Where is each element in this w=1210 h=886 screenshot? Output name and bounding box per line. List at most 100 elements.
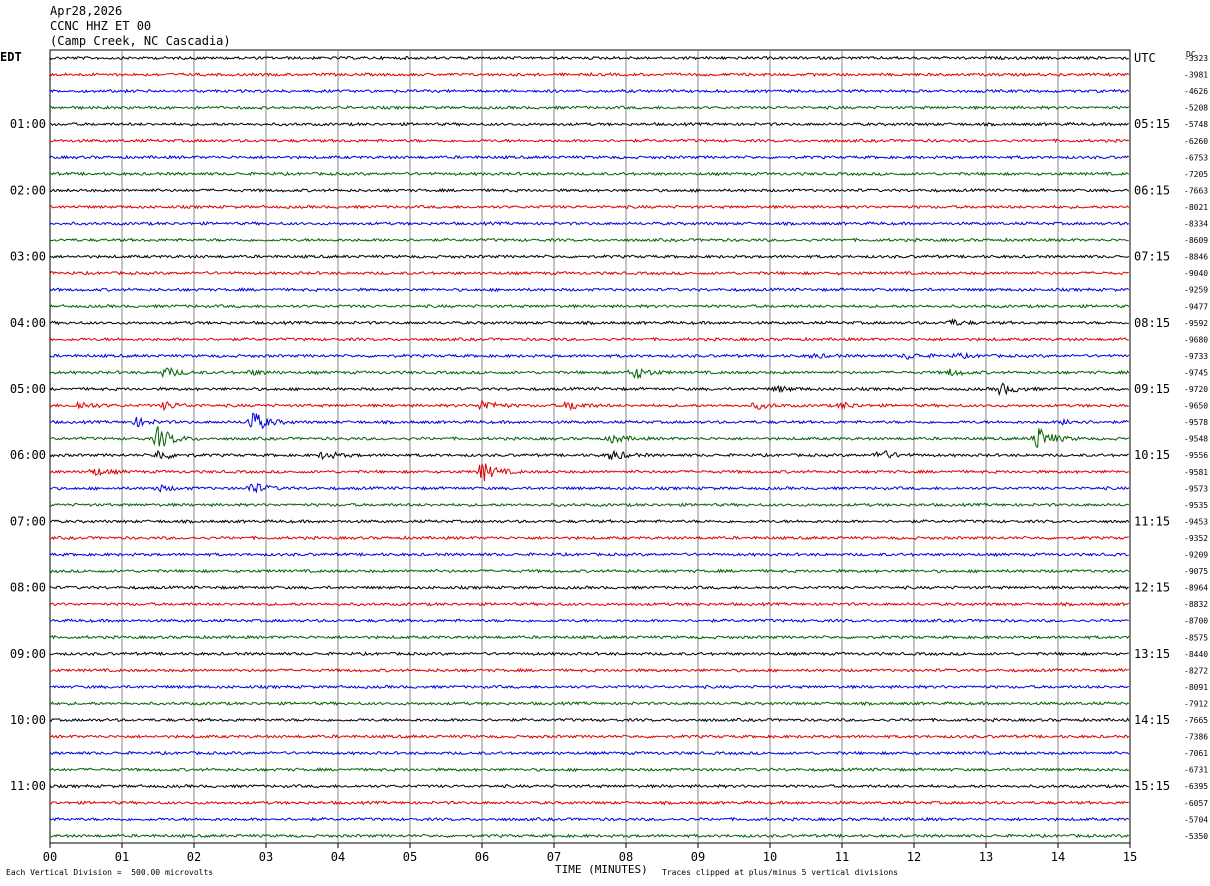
x-tick-label: 10 <box>763 850 777 864</box>
seismic-trace <box>49 449 1129 461</box>
dc-offset-label: -9745 <box>1184 368 1208 377</box>
dc-offset-label: -3981 <box>1184 71 1208 80</box>
seismic-trace <box>49 366 1130 379</box>
left-timezone-label: EDT <box>0 50 22 64</box>
edt-time-label: 01:00 <box>10 117 46 131</box>
seismic-trace <box>49 750 1130 756</box>
x-tick-label: 00 <box>43 850 57 864</box>
edt-time-label: 07:00 <box>10 514 46 528</box>
dc-offset-label: -3323 <box>1184 54 1208 63</box>
dc-offset-label: -9578 <box>1184 418 1208 427</box>
dc-offset-label: -9650 <box>1184 402 1208 411</box>
utc-time-label: 10:15 <box>1134 448 1170 462</box>
seismic-trace <box>49 667 1129 673</box>
x-tick-label: 13 <box>979 850 993 864</box>
dc-offset-label: -8964 <box>1184 584 1208 593</box>
seismic-trace <box>49 71 1130 78</box>
seismic-trace <box>49 551 1129 557</box>
dc-offset-label: -6395 <box>1184 782 1208 791</box>
x-tick-label: 01 <box>115 850 129 864</box>
dc-offset-label: -8091 <box>1184 683 1208 692</box>
seismic-trace <box>49 684 1129 690</box>
seismic-trace <box>49 138 1130 144</box>
edt-time-label: 06:00 <box>10 448 46 462</box>
seismic-trace <box>49 767 1130 773</box>
dc-offset-label: -7665 <box>1184 716 1208 725</box>
plot-frame <box>49 49 1131 844</box>
dc-offset-label: -8700 <box>1184 617 1208 626</box>
utc-time-label: 06:15 <box>1134 183 1170 197</box>
edt-time-label: 10:00 <box>10 713 46 727</box>
dc-offset-label: -5350 <box>1184 832 1208 841</box>
x-tick-label: 07 <box>547 850 561 864</box>
seismic-trace <box>49 535 1129 541</box>
dc-offset-label: -8575 <box>1184 633 1208 642</box>
dc-offset-label: -9733 <box>1184 352 1208 361</box>
dc-offset-label: -6260 <box>1184 137 1208 146</box>
dc-offset-label: -8609 <box>1184 236 1208 245</box>
dc-offset-label: -9573 <box>1184 484 1208 493</box>
seismic-trace <box>49 237 1129 243</box>
seismic-trace <box>49 634 1130 640</box>
seismic-trace <box>49 426 1130 448</box>
utc-time-label: 15:15 <box>1134 779 1170 793</box>
dc-offset-label: -5748 <box>1184 120 1208 129</box>
dc-offset-label: -5208 <box>1184 104 1208 113</box>
dc-offset-label: -7663 <box>1184 186 1208 195</box>
edt-time-label: 04:00 <box>10 316 46 330</box>
seismic-trace <box>49 651 1129 657</box>
dc-offset-label: -7061 <box>1184 749 1208 758</box>
dc-offset-label: -8846 <box>1184 253 1208 262</box>
dc-offset-label: -8832 <box>1184 600 1208 609</box>
utc-time-label: 05:15 <box>1134 117 1170 131</box>
dc-offset-label: -9352 <box>1184 534 1208 543</box>
station-location: (Camp Creek, NC Cascadia) <box>50 34 231 48</box>
edt-time-label: 09:00 <box>10 647 46 661</box>
seismic-trace <box>49 816 1130 822</box>
seismic-trace <box>49 187 1130 193</box>
seismic-trace <box>49 287 1130 293</box>
x-tick-label: 08 <box>619 850 633 864</box>
dc-offset-label: -9040 <box>1184 269 1208 278</box>
x-tick-label: 12 <box>907 850 921 864</box>
dc-offset-label: -6731 <box>1184 766 1208 775</box>
seismic-trace <box>49 733 1130 740</box>
edt-time-label: 11:00 <box>10 779 46 793</box>
utc-time-label: 09:15 <box>1134 382 1170 396</box>
dc-offset-label: -4626 <box>1184 87 1208 96</box>
dc-offset-label: -9556 <box>1184 451 1208 460</box>
seismic-trace <box>49 204 1130 210</box>
dc-offset-label: -5704 <box>1184 815 1208 824</box>
utc-time-label: 11:15 <box>1134 514 1170 528</box>
dc-offset-label: -9680 <box>1184 335 1208 344</box>
plot-date: Apr28,2026 <box>50 4 123 18</box>
x-tick-label: 15 <box>1123 850 1137 864</box>
edt-time-label: 03:00 <box>10 250 46 264</box>
dc-offset-label: -6753 <box>1184 153 1208 162</box>
dc-offset-label: -9548 <box>1184 435 1208 444</box>
dc-offset-label: -7912 <box>1184 699 1208 708</box>
dc-offset-label: -8021 <box>1184 203 1208 212</box>
dc-offset-label: -7205 <box>1184 170 1208 179</box>
x-tick-label: 11 <box>835 850 849 864</box>
edt-time-label: 05:00 <box>10 382 46 396</box>
dc-offset-label: -9453 <box>1184 517 1208 526</box>
dc-offset-label: -9581 <box>1184 468 1208 477</box>
seismic-trace <box>49 463 1129 482</box>
x-axis-label: TIME (MINUTES) <box>555 863 648 876</box>
seismic-trace <box>49 121 1129 127</box>
dc-offset-label: -7386 <box>1184 733 1208 742</box>
x-tick-label: 02 <box>187 850 201 864</box>
seismic-trace <box>49 303 1130 309</box>
seismic-trace <box>49 618 1129 624</box>
x-tick-label: 09 <box>691 850 705 864</box>
dc-offset-label: -8272 <box>1184 666 1208 675</box>
seismic-trace <box>49 336 1129 342</box>
dc-offset-label: -9592 <box>1184 319 1208 328</box>
dc-offset-label: -8440 <box>1184 650 1208 659</box>
utc-time-label: UTC <box>1134 51 1156 65</box>
seismic-trace <box>49 105 1130 111</box>
seismic-trace <box>49 412 1129 430</box>
x-tick-label: 04 <box>331 850 345 864</box>
